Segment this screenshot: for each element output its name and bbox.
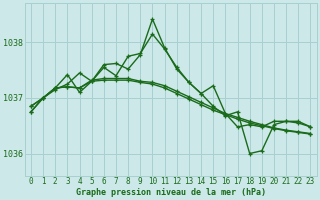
X-axis label: Graphe pression niveau de la mer (hPa): Graphe pression niveau de la mer (hPa) <box>76 188 266 197</box>
